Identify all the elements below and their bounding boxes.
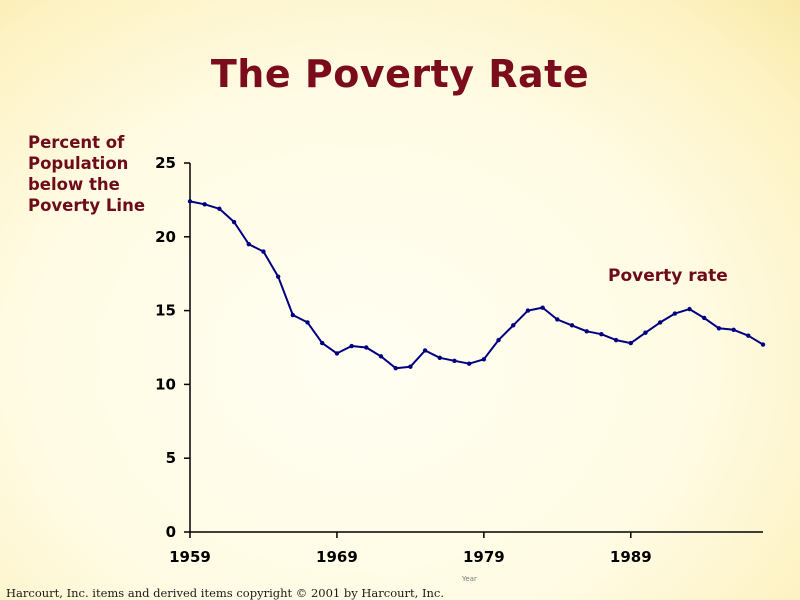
data-point-1961 — [217, 206, 222, 211]
data-point-1975 — [422, 348, 428, 353]
data-point-1996 — [731, 327, 736, 332]
axes — [189, 163, 763, 533]
data-point-1995 — [716, 326, 722, 331]
data-point-1970 — [349, 343, 354, 349]
y-tick-label-25: 25 — [155, 154, 176, 172]
ticks: 0 5 10 15 20 25 1959 1969 1979 1989 — [155, 154, 652, 566]
data-point-1981 — [511, 323, 516, 328]
data-point-1988 — [613, 337, 619, 343]
y-tick-label-0: 0 — [166, 523, 176, 541]
chart-title: The Poverty Rate — [210, 52, 590, 96]
y-axis-label: Percent of Population below the Poverty … — [28, 133, 146, 215]
x-tick-label-1969: 1969 — [316, 548, 358, 566]
data-point-1980 — [496, 337, 501, 343]
data-point-1982 — [525, 308, 531, 313]
data-point-1977 — [452, 358, 457, 363]
data-point-1991 — [657, 320, 663, 325]
x-axis-label: Year — [462, 575, 477, 583]
data-point-1971 — [364, 345, 369, 350]
data-point-1979 — [481, 357, 487, 362]
y-tick-label-15: 15 — [155, 302, 176, 320]
data-point-1965 — [275, 274, 281, 279]
x-tick-label-1959: 1959 — [169, 548, 211, 566]
x-tick-label-1989: 1989 — [610, 548, 652, 566]
data-point-1989 — [628, 340, 633, 346]
y-tick-label-5: 5 — [166, 449, 176, 467]
series-layer — [187, 199, 766, 371]
data-point-1973 — [393, 365, 398, 371]
data-point-1993 — [687, 306, 692, 312]
x-tick-label-1979: 1979 — [463, 548, 505, 566]
data-point-1964 — [261, 249, 266, 254]
data-point-1962 — [231, 219, 237, 225]
series-label-poverty-rate: Poverty rate — [608, 266, 728, 286]
y-tick-label-20: 20 — [155, 228, 176, 246]
data-point-1983 — [540, 305, 545, 310]
data-point-1986 — [584, 329, 589, 334]
data-point-1960 — [202, 202, 207, 207]
data-point-1990 — [643, 330, 648, 335]
data-point-1998 — [760, 342, 766, 347]
copyright-footer: Harcourt, Inc. items and derived items c… — [6, 586, 445, 600]
data-point-1985 — [569, 323, 575, 328]
data-point-1997 — [746, 333, 751, 338]
data-point-1994 — [702, 315, 707, 321]
data-point-1978 — [466, 361, 472, 366]
series-line-0 — [189, 200, 764, 370]
data-point-1967 — [305, 320, 310, 325]
data-point-1976 — [437, 355, 442, 361]
data-point-1987 — [599, 332, 604, 337]
data-point-1972 — [378, 354, 384, 359]
y-tick-label-10: 10 — [155, 375, 176, 393]
data-point-1969 — [334, 351, 340, 356]
data-point-1963 — [246, 241, 251, 247]
data-point-1984 — [555, 317, 560, 322]
data-point-1966 — [290, 312, 296, 318]
data-point-1974 — [408, 364, 413, 369]
data-point-1992 — [672, 311, 678, 316]
data-point-1968 — [320, 340, 325, 346]
data-point-1959 — [187, 199, 193, 204]
